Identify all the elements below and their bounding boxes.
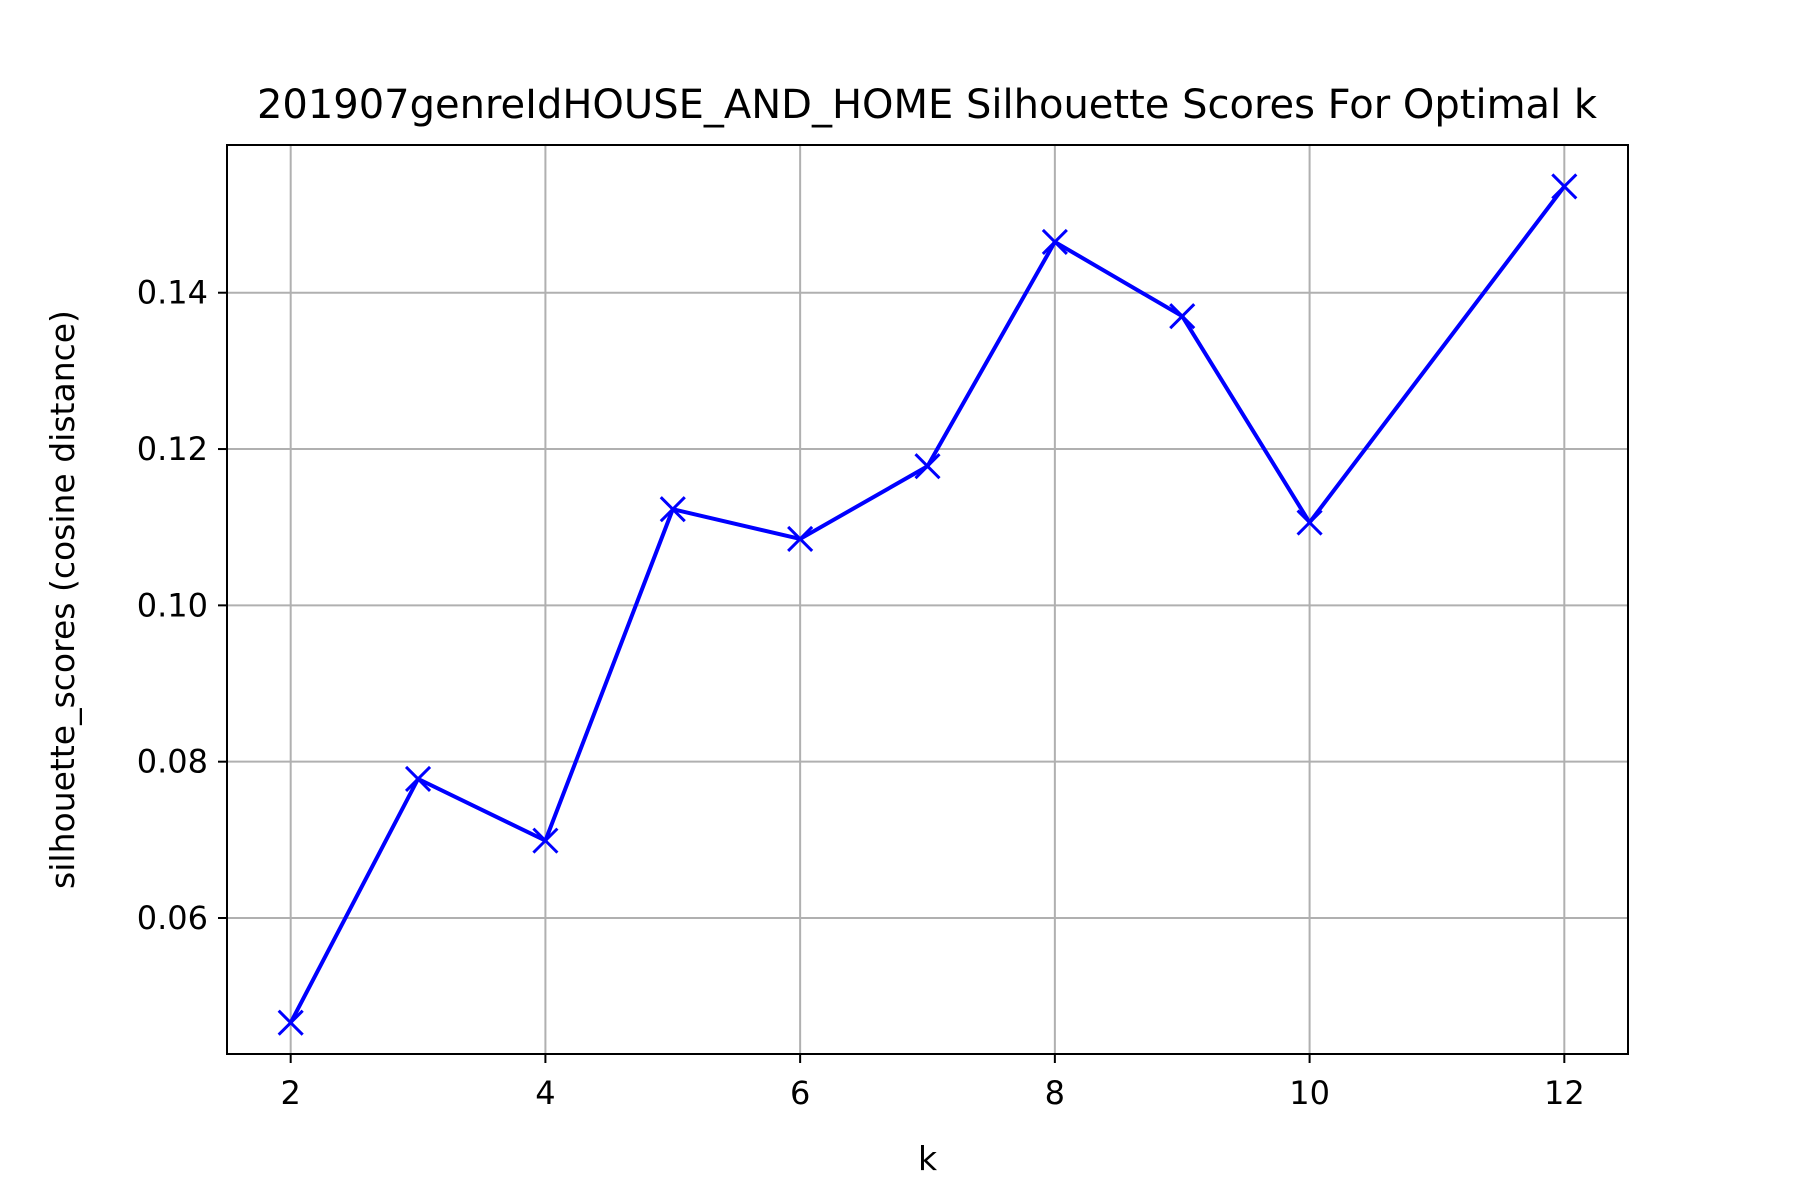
x-axis-label: k xyxy=(918,1139,938,1178)
series-layer xyxy=(277,173,1578,1036)
y-tick-label: 0.08 xyxy=(137,743,208,781)
x-tick-label: 10 xyxy=(1289,1074,1330,1112)
data-point-marker xyxy=(1169,303,1196,330)
grid-layer xyxy=(227,145,1628,1054)
x-tick-label: 8 xyxy=(1045,1074,1065,1112)
series-line xyxy=(288,185,1566,1024)
data-point-marker xyxy=(659,496,686,523)
y-tick-label: 0.06 xyxy=(137,899,208,937)
x-tick-label: 2 xyxy=(281,1074,301,1112)
y-axis-label: silhouette_scores (cosine distance) xyxy=(43,310,82,889)
x-tick-label: 4 xyxy=(535,1074,555,1112)
y-tick-label: 0.10 xyxy=(137,586,208,624)
data-point-marker xyxy=(404,765,432,792)
tick-layer: 2 4 6 8 10 12 0.06 0.08 0.10 0.12 0.14 xyxy=(137,274,1585,1112)
data-point-marker xyxy=(532,827,559,854)
data-point-marker xyxy=(914,453,941,480)
data-point-marker xyxy=(277,1009,304,1036)
chart-title: 201907genreIdHOUSE_AND_HOME Silhouette S… xyxy=(257,82,1598,128)
x-tick-label: 12 xyxy=(1544,1074,1585,1112)
data-point-marker xyxy=(787,525,814,552)
data-point-marker xyxy=(1296,509,1323,536)
plot-area-frame xyxy=(226,144,1629,1055)
data-point-marker xyxy=(1551,173,1578,200)
y-tick-label: 0.12 xyxy=(137,430,208,468)
data-point-marker xyxy=(1041,228,1068,255)
y-tick-label: 0.14 xyxy=(137,274,208,312)
x-tick-label: 6 xyxy=(790,1074,810,1112)
